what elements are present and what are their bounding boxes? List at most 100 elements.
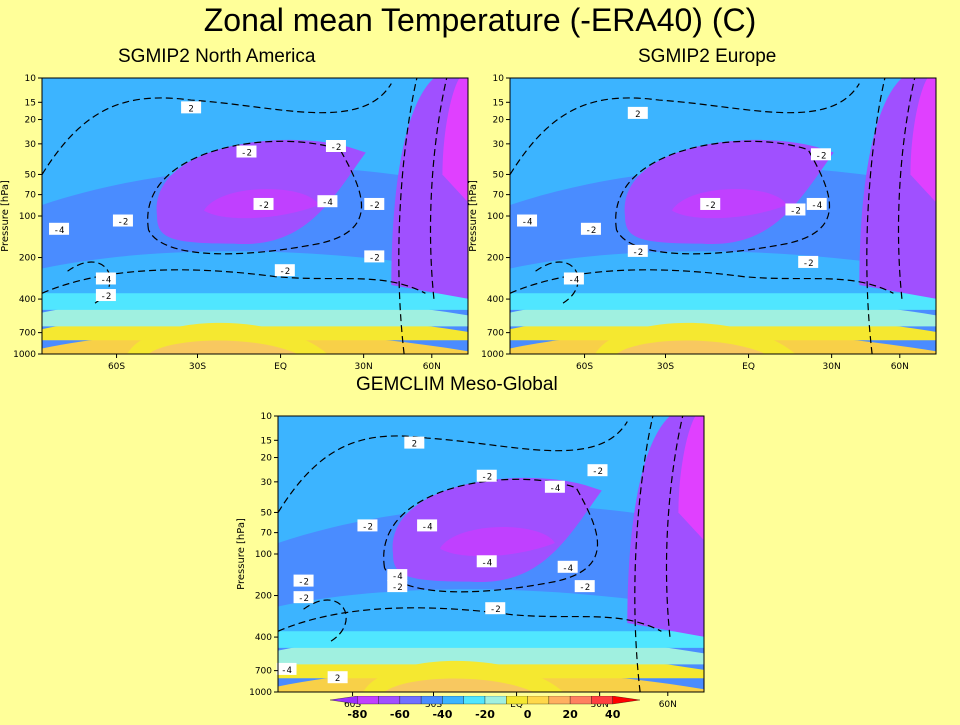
x-tick-label: EQ: [510, 700, 523, 710]
y-tick-label: 200: [255, 592, 272, 602]
x-tick-label: 30S: [189, 362, 206, 372]
figure-title: Zonal mean Temperature (-ERA40) (C): [203, 2, 757, 38]
contour-label-box: [810, 148, 831, 161]
contour-label: -2: [579, 583, 590, 593]
contour-label: -2: [705, 201, 716, 211]
contour-label: -2: [369, 253, 380, 263]
contour-label: -4: [522, 218, 533, 228]
contour-label: -2: [100, 292, 111, 302]
contour-label-box: [417, 519, 438, 532]
contour-label: -2: [392, 583, 403, 593]
contour-label: 2: [412, 440, 417, 450]
y-tick-label: 200: [487, 254, 504, 264]
warm-core-inner: [384, 678, 534, 692]
contour-line-4: [398, 77, 418, 355]
y-tick-label: 50: [25, 170, 37, 180]
contour-label-box: [317, 195, 338, 208]
polar-cold-core: [442, 78, 468, 203]
contour-label-box: [476, 469, 497, 482]
colorbar-tick-label: 20: [562, 708, 578, 720]
contour-label-box: [544, 480, 565, 493]
y-tick-label: 10: [25, 74, 37, 84]
y-tick-label: 1000: [481, 350, 504, 360]
colorbar-tick-label: 0: [524, 708, 532, 720]
colorbar-swatch: [329, 695, 358, 705]
contour-label-box: [325, 140, 346, 152]
contour-line-5: [665, 415, 684, 637]
y-tick-label: 50: [493, 170, 505, 180]
y-axis-label: Pressure [hPa]: [236, 518, 247, 590]
warm-core-inner: [148, 340, 298, 354]
contour-label-box: [563, 272, 584, 285]
contour-label-box: [274, 264, 295, 277]
contour-label: -2: [790, 206, 801, 216]
contour-label-box: [587, 464, 608, 477]
panel-title-europe: SGMIP2 Europe: [638, 46, 777, 67]
contour-label: -2: [241, 149, 252, 159]
contour-line-0: [277, 421, 628, 513]
x-tick-label: 60N: [423, 362, 441, 372]
contour-line-3: [535, 261, 579, 305]
contour-label-box: [357, 519, 378, 532]
contour-label-box: [293, 574, 314, 587]
y-tick-label: 700: [487, 329, 504, 339]
y-tick-label: 30: [261, 478, 273, 488]
contour-label-box: [253, 197, 274, 210]
contour-label-box: [517, 214, 538, 227]
colorbar-tick-label: -80: [347, 708, 367, 720]
y-tick-label: 700: [255, 667, 272, 677]
y-tick-label: 100: [19, 212, 36, 222]
y-tick-label: 30: [493, 140, 505, 150]
y-tick-label: 100: [255, 550, 272, 560]
contour-label-box: [387, 569, 408, 582]
colorbar-tick-label: -40: [432, 708, 452, 720]
contour-label-box: [364, 197, 385, 210]
x-tick-label: EQ: [742, 362, 755, 372]
x-tick-label: 60N: [891, 362, 909, 372]
contour-label-box: [236, 145, 257, 158]
y-tick-label: 200: [19, 254, 36, 264]
y-tick-label: 70: [261, 529, 273, 539]
contour-label-box: [364, 250, 385, 263]
y-tick-label: 400: [487, 295, 504, 305]
contour-label-box: [49, 222, 70, 235]
contour-line-4: [866, 77, 886, 355]
y-tick-label: 400: [255, 633, 272, 643]
stratosphere-band: [510, 78, 936, 205]
colorbar-swatch: [420, 695, 443, 705]
contour-label: -4: [54, 226, 65, 236]
contour-label: -4: [422, 522, 433, 532]
contour-label: -2: [118, 218, 129, 228]
y-axis-label: Pressure [hPa]: [0, 180, 11, 252]
colorbar-swatch: [506, 695, 528, 705]
colorbar-swatch: [612, 695, 641, 705]
contour-label-box: [557, 560, 578, 573]
contour-label-box: [580, 222, 601, 235]
colorbar-swatch: [527, 695, 550, 705]
contour-label: -2: [632, 248, 643, 258]
contour-label: 2: [188, 104, 193, 114]
contour-label-box: [95, 272, 116, 285]
contour-line-1: [147, 140, 362, 255]
contour-line-1: [383, 478, 598, 593]
contour-label: -2: [481, 473, 492, 483]
contour-line-1: [615, 140, 830, 255]
colorbar-swatch: [548, 695, 571, 705]
y-tick-label: 50: [261, 508, 273, 518]
y-tick-label: 10: [493, 74, 505, 84]
x-tick-label: 60N: [659, 700, 677, 710]
contour-plot-svg: 2 -2 -2 -4 -2 -4 -2 -2 -4 -2 10 15 20 30 50 70 100 200 400…: [468, 74, 937, 372]
contour-label: -4: [562, 564, 573, 574]
contour-label: -2: [331, 143, 342, 153]
contour-label: -2: [586, 226, 597, 236]
panel-title-gemclim: GEMCLIM Meso-Global: [356, 374, 558, 395]
contour-label: -2: [298, 594, 309, 604]
y-tick-label: 15: [493, 98, 504, 108]
x-tick-label: 30N: [355, 362, 373, 372]
contour-label: -4: [481, 558, 492, 568]
x-tick-label: 60S: [576, 362, 593, 372]
y-tick-label: 1000: [249, 688, 272, 698]
contour-line-3: [67, 261, 111, 305]
y-tick-label: 1000: [13, 350, 36, 360]
x-tick-label: 30S: [425, 700, 442, 710]
